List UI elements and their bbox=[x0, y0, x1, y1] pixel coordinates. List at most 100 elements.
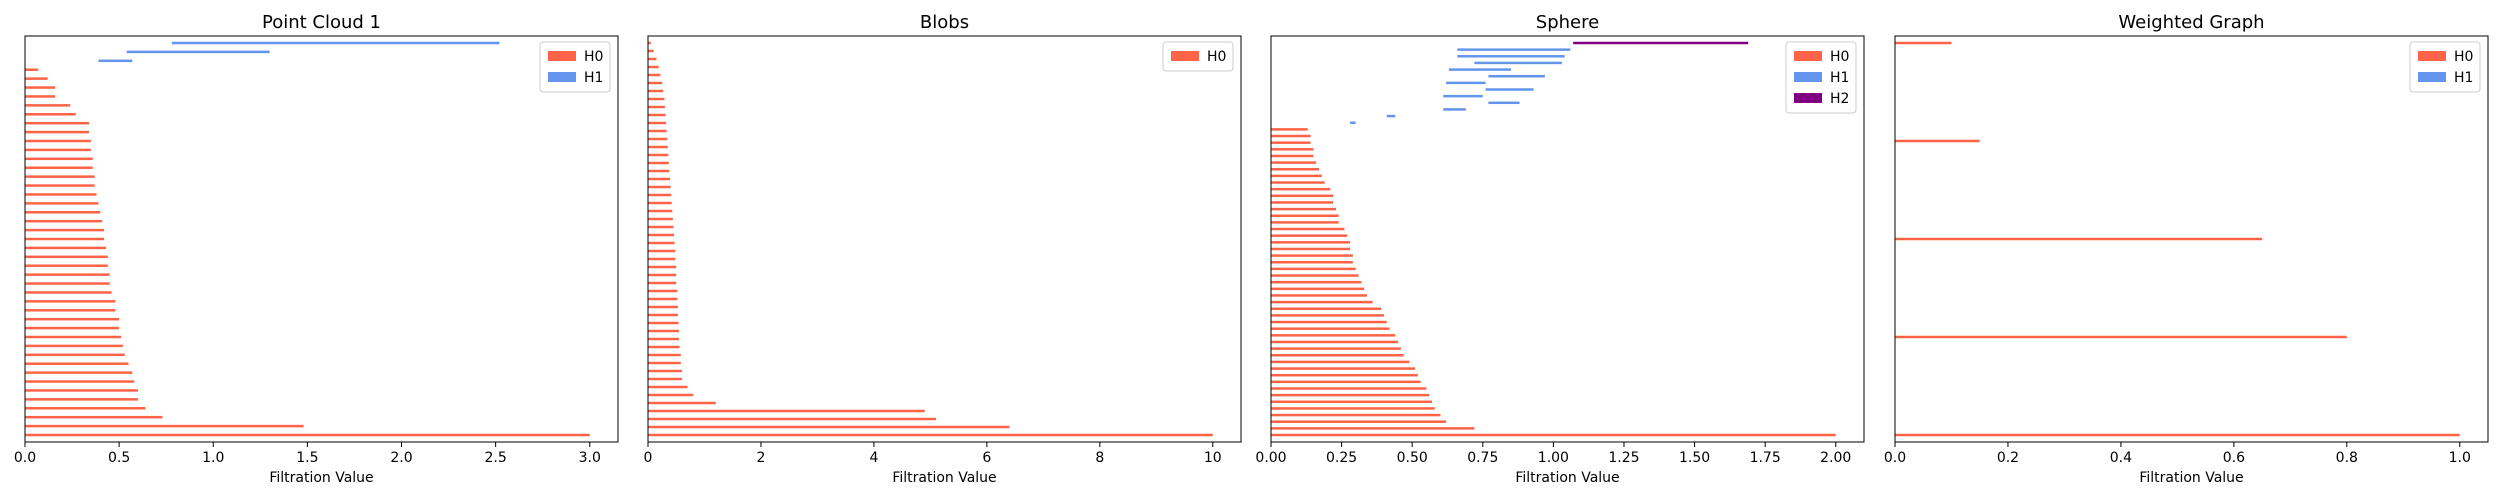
barcode-bar-h0-15 bbox=[1271, 334, 1396, 337]
barcode-bar-h0-28 bbox=[648, 209, 673, 213]
barcode-bar-h0-33 bbox=[1271, 214, 1339, 217]
barcode-bar-h0-47 bbox=[648, 57, 657, 61]
x-tick-label: 10 bbox=[1204, 450, 1222, 466]
barcode-bar-h1-7 bbox=[1488, 74, 1545, 78]
x-tick-label: 1.5 bbox=[296, 450, 318, 466]
x-tick-label: 0.4 bbox=[2110, 450, 2132, 466]
barcode-bar-h0-26 bbox=[648, 225, 674, 229]
barcode-bar-h1-8 bbox=[1448, 68, 1512, 71]
barcode-bar-h0-23 bbox=[25, 228, 105, 232]
barcode-bar-h0-44 bbox=[1271, 141, 1311, 144]
barcode-bar-h0-43 bbox=[1271, 148, 1314, 151]
barcode-bar-h0-4 bbox=[1271, 407, 1435, 410]
barcode-bar-h0-42 bbox=[1271, 154, 1314, 158]
barcode-bar-h0-16 bbox=[25, 291, 112, 294]
barcode-bar-h0-10 bbox=[648, 353, 681, 357]
axes-frame bbox=[1894, 35, 2489, 443]
x-tick-label: 3.0 bbox=[579, 450, 601, 466]
chart-panel-3: 0.00 0.25 0.50 0.75 1.00 1.25 1.50 1.75 2.00 Filt… bbox=[1255, 12, 1865, 486]
legend-swatch-h2 bbox=[1794, 93, 1822, 103]
x-tick-label: 0.5 bbox=[108, 450, 130, 466]
barcode-bar-h0-31 bbox=[648, 185, 671, 189]
x-axis-label: Filtration Value bbox=[269, 470, 373, 486]
barcode-bar-h0-42 bbox=[648, 97, 665, 101]
barcode-bar-h0-8 bbox=[1271, 380, 1421, 384]
x-tick-label: 1.75 bbox=[1750, 450, 1781, 466]
barcode-bar-h0-39 bbox=[648, 121, 667, 125]
barcode-bar-h0-4 bbox=[1895, 41, 1952, 45]
barcode-bar-h0-21 bbox=[25, 246, 106, 250]
barcode-bar-h0-3 bbox=[648, 409, 925, 413]
legend-label-h0: H0 bbox=[584, 49, 603, 65]
barcode-bar-h0-36 bbox=[648, 145, 668, 149]
barcode-bar-h0-40 bbox=[1271, 167, 1320, 171]
barcode-bar-h0-30 bbox=[1271, 234, 1348, 237]
legend-label-h1: H1 bbox=[584, 70, 603, 86]
chart-panel-4: 0.0 0.2 0.4 0.6 0.8 1.0 Filtration Value Weight… bbox=[1884, 12, 2489, 486]
x-tick-label: 0.25 bbox=[1326, 450, 1357, 466]
barcode-bar-h0-4 bbox=[25, 398, 138, 401]
barcode-bar-h0-3 bbox=[25, 407, 146, 410]
barcode-bar-h0-11 bbox=[25, 335, 122, 339]
x-tick-label: 0 bbox=[644, 450, 653, 466]
barcode-bar-h0-9 bbox=[25, 353, 125, 357]
barcode-bar-h0-25 bbox=[25, 211, 101, 214]
legend-label-h1: H1 bbox=[2454, 70, 2473, 86]
x-tick-label: 1.0 bbox=[2449, 450, 2471, 466]
barcode-bar-h0-9 bbox=[648, 361, 681, 365]
barcode-bar-h0-0 bbox=[648, 433, 1213, 437]
barcode-bar-h0-6 bbox=[648, 385, 688, 389]
barcode-bar-h1-9 bbox=[1474, 61, 1562, 65]
legend: H0 H1 H2 bbox=[1785, 41, 1857, 114]
barcode-bar-h2-0 bbox=[1573, 41, 1749, 45]
barcode-bar-h1-4 bbox=[1443, 94, 1483, 98]
barcode-bar-h0-24 bbox=[1271, 274, 1359, 277]
barcode-bar-h0-23 bbox=[648, 249, 676, 253]
x-tick-label: 0.75 bbox=[1467, 450, 1498, 466]
x-tick-label: 4 bbox=[869, 450, 878, 466]
barcode-bar-h0-10 bbox=[1271, 367, 1416, 370]
barcode-bar-h0-19 bbox=[648, 281, 677, 285]
barcode-bar-h0-8 bbox=[648, 369, 682, 373]
barcode-bar-h0-7 bbox=[25, 371, 133, 374]
axes-frame bbox=[1270, 35, 1865, 443]
x-tick-label: 1.50 bbox=[1679, 450, 1710, 466]
barcode-bar-h0-28 bbox=[1271, 247, 1351, 251]
barcode-bar-h0-18 bbox=[1271, 314, 1384, 317]
barcode-bar-h0-46 bbox=[1271, 128, 1308, 131]
barcode-bar-h0-43 bbox=[648, 89, 664, 93]
legend-label-h0: H0 bbox=[2454, 49, 2473, 65]
barcode-bar-h0-33 bbox=[648, 169, 670, 173]
barcode-bar-h0-20 bbox=[25, 255, 108, 259]
barcode-bar-h0-17 bbox=[1271, 320, 1387, 324]
barcode-bar-h0-35 bbox=[648, 153, 669, 157]
barcode-bar-h0-36 bbox=[25, 113, 76, 116]
x-tick-label: 0.0 bbox=[1884, 450, 1906, 466]
barcode-bar-h0-31 bbox=[1271, 227, 1345, 231]
barcode-bar-h0-41 bbox=[25, 68, 39, 71]
x-tick-label: 0.6 bbox=[2223, 450, 2245, 466]
x-tick-label: 1.25 bbox=[1608, 450, 1639, 466]
barcode-bar-h0-39 bbox=[25, 86, 56, 89]
barcode-bar-h1-5 bbox=[1485, 88, 1534, 91]
barcode-bar-h1-11 bbox=[1457, 48, 1571, 51]
barcode-bar-h0-10 bbox=[25, 344, 123, 348]
barcode-bar-h0-34 bbox=[648, 161, 669, 165]
barcode-bar-h0-14 bbox=[648, 321, 679, 325]
x-axis-label: Filtration Value bbox=[892, 470, 996, 486]
barcode-bar-h0-0 bbox=[1271, 433, 1836, 437]
barcode-bar-h0-32 bbox=[1271, 221, 1339, 224]
barcode-bar-h0-19 bbox=[1271, 307, 1382, 311]
barcode-bar-h0-30 bbox=[648, 193, 672, 197]
barcode-bar-h0-17 bbox=[25, 282, 110, 285]
barcode-bar-h0-18 bbox=[25, 273, 110, 276]
barcode-bar-h1-0 bbox=[1350, 121, 1356, 124]
barcode-bar-h0-34 bbox=[25, 130, 90, 134]
barcode-bar-h0-11 bbox=[648, 345, 680, 349]
barcode-bar-h0-9 bbox=[1271, 373, 1418, 377]
barcode-bar-h0-29 bbox=[1271, 241, 1351, 244]
chart-panel-1: 0.0 0.5 1.0 1.5 2.0 2.5 3.0 Filtration Value Poi… bbox=[14, 12, 619, 486]
chart-title: Weighted Graph bbox=[2118, 12, 2264, 33]
barcode-bar-h0-38 bbox=[25, 95, 56, 98]
